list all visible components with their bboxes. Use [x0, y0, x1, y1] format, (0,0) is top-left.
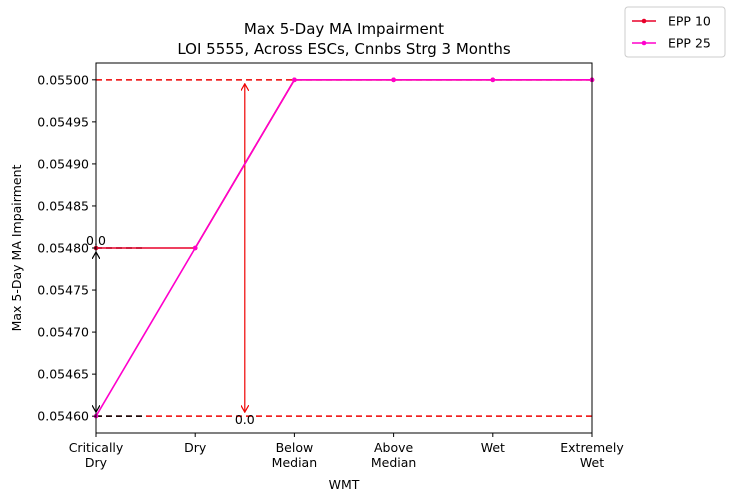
- x-tick-label-0: Critically Dry: [69, 440, 124, 470]
- y-tick-label-1: 0.05465: [37, 367, 89, 382]
- series-line-1: [95, 79, 592, 417]
- x-tick-label-4: Wet: [481, 440, 505, 455]
- x-tick-label-line: Critically: [69, 440, 124, 455]
- chart-subtitle: LOI 5555, Across ESCs, Cnnbs Strg 3 Mont…: [177, 40, 511, 58]
- chart-title: Max 5-Day MA Impairment: [244, 20, 444, 38]
- x-tick-label-line: Dry: [85, 455, 108, 470]
- y-tick-label-4: 0.05480: [37, 241, 89, 256]
- y-tick-label-2: 0.05470: [37, 325, 89, 340]
- y-tick-label-7: 0.05495: [37, 114, 89, 129]
- annotation-label-1: 0.0: [235, 412, 255, 427]
- x-tick-label-line: Dry: [184, 440, 207, 455]
- y-axis: 0.05460 0.05465 0.05470 0.05475 0.05480 0.054…: [37, 72, 96, 424]
- x-tick-label-1: Dry: [184, 440, 207, 455]
- x-tick-label-line: Above: [374, 440, 414, 455]
- legend: EPP 10 EPP 25: [624, 6, 726, 58]
- y-axis-label: Max 5-Day MA Impairment: [9, 165, 24, 332]
- x-tick-label-line: Extremely: [560, 440, 624, 455]
- x-tick-label-3: Above Median: [371, 440, 416, 470]
- series-1-point-4: [490, 77, 496, 83]
- x-tick-label-2: Below Median: [272, 440, 317, 470]
- legend-box: [624, 6, 726, 58]
- series-1-point-3: [391, 77, 396, 83]
- legend-marker-1: [641, 40, 647, 46]
- y-tick-label-8: 0.05500: [37, 72, 89, 87]
- x-tick-label-line: Wet: [580, 455, 604, 470]
- legend-marker-0: [641, 18, 647, 24]
- y-tick-label-0: 0.05460: [37, 409, 89, 424]
- x-tick-label-line: Wet: [481, 440, 505, 455]
- y-tick-label-5: 0.05485: [37, 198, 89, 213]
- plot-area: 0.00.0: [86, 77, 595, 427]
- x-tick-label-5: Extremely Wet: [560, 440, 624, 470]
- y-tick-label-3: 0.05475: [37, 283, 89, 298]
- x-axis-label: WMT: [329, 477, 360, 492]
- y-tick-label-6: 0.05490: [37, 156, 89, 171]
- x-tick-label-line: Median: [371, 455, 416, 470]
- x-tick-label-line: Median: [272, 455, 317, 470]
- series-1-point-1: [192, 245, 198, 251]
- series-1-point-2: [292, 77, 297, 83]
- legend-label-1: EPP 25: [668, 36, 711, 51]
- x-tick-label-line: Below: [276, 440, 314, 455]
- series-line-0: [96, 79, 592, 249]
- legend-label-0: EPP 10: [668, 14, 711, 29]
